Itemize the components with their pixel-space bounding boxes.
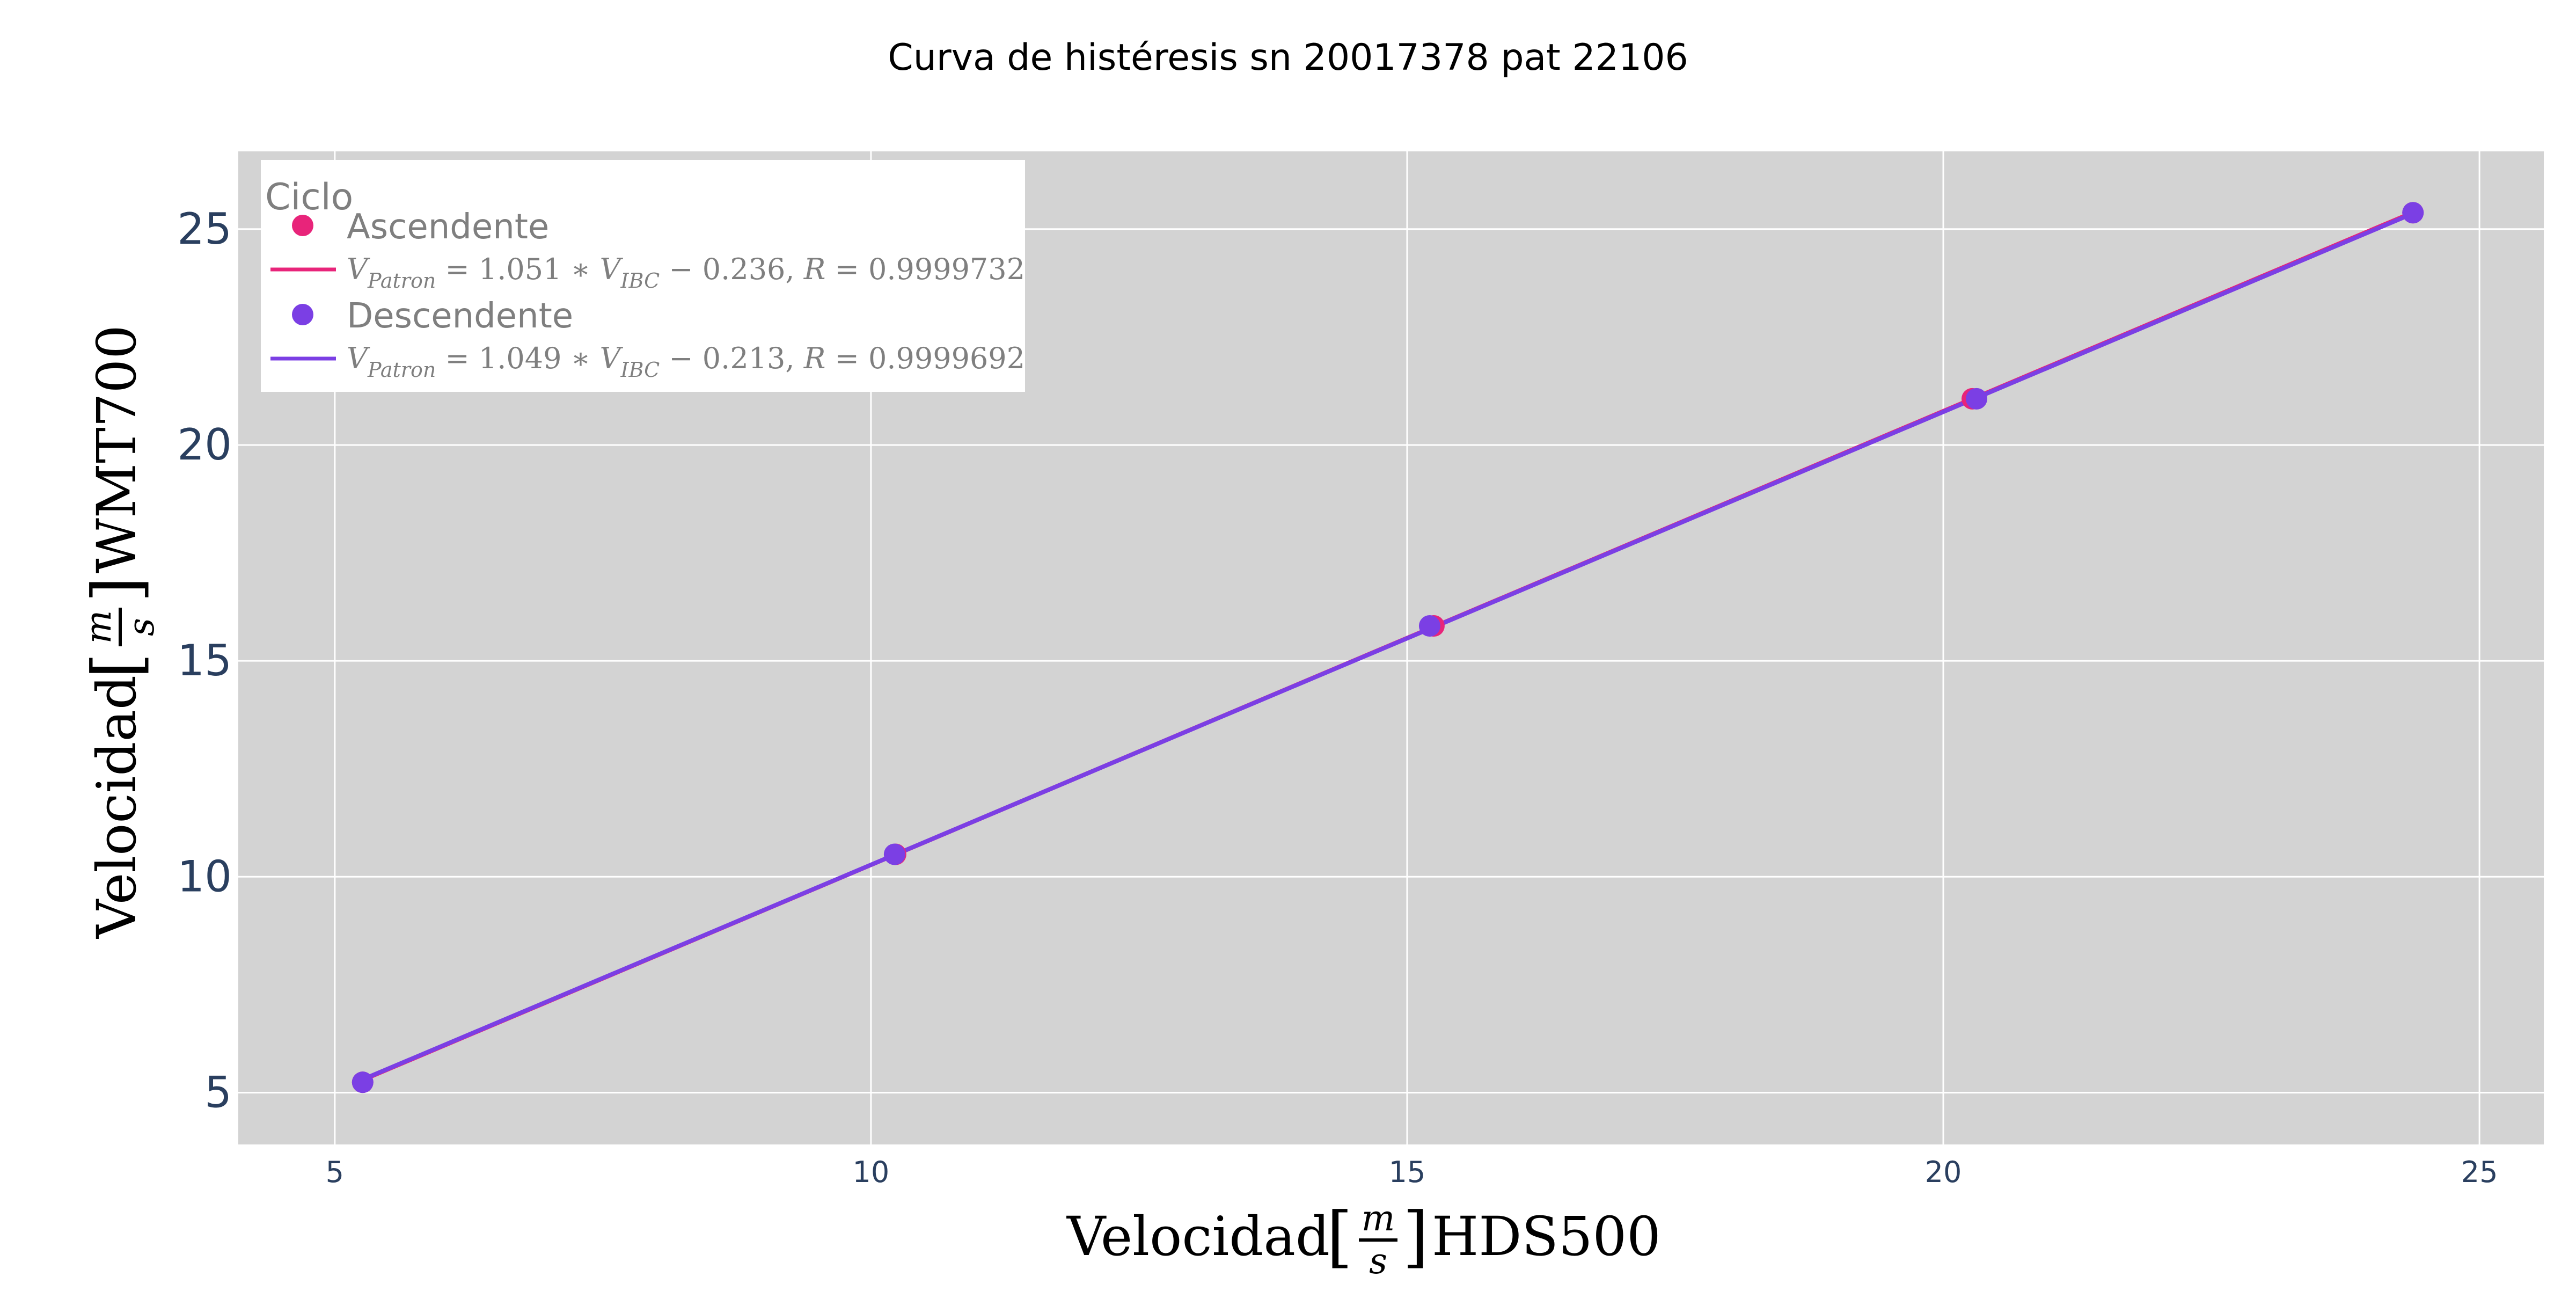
x-tick-label: 15 — [1389, 1155, 1426, 1189]
data-point-descendente[interactable] — [883, 843, 905, 865]
x-axis-title-bracket-open: [ — [1327, 1198, 1352, 1275]
legend-fit-label-ascendente: VPatron = 1.051 ∗ VIBC − 0.236, R = 0.99… — [347, 252, 1025, 293]
legend-label-descendente[interactable]: Descendente — [347, 296, 573, 336]
x-axis-title-bracket-close: ] — [1403, 1198, 1429, 1275]
x-axis-title-suffix: HDS500 — [1432, 1205, 1661, 1268]
y-tick-label: 25 — [177, 204, 232, 254]
y-axis-title-prefix: Velocidad — [85, 675, 148, 939]
x-axis-title: Velocidad[ms] HDS500 — [1066, 1198, 1661, 1282]
x-axis-title-prefix: Velocidad — [1066, 1205, 1330, 1268]
fit-lines — [360, 210, 2416, 1082]
y-axis-title-unit-denominator: s — [121, 618, 162, 636]
y-tick-label: 10 — [177, 851, 232, 901]
axis-layer: 5 10 15 20 25 5 10 15 20 25 — [177, 204, 2498, 1189]
legend-box — [261, 160, 1025, 392]
x-tick-label: 5 — [326, 1155, 344, 1189]
y-axis-title-unit-numerator: m — [78, 610, 119, 644]
y-tick-label: 5 — [204, 1067, 232, 1117]
legend-title: Ciclo — [265, 176, 353, 218]
y-tick-label: 20 — [177, 420, 232, 470]
y-tick-label: 15 — [177, 636, 232, 685]
chart-title: Curva de histéresis sn 20017378 pat 2210… — [888, 37, 1688, 79]
data-point-descendente[interactable] — [2402, 202, 2424, 224]
x-tick-label: 25 — [2461, 1155, 2498, 1189]
fit-line-descendente — [360, 211, 2416, 1082]
y-axis-title: Velocidad[ m s] WMT700 — [78, 325, 162, 939]
y-axis-title-bracket-close: ] — [78, 577, 156, 602]
x-tick-label: 10 — [853, 1155, 890, 1189]
legend-marker-descendente[interactable] — [292, 304, 313, 325]
y-axis-title-suffix: WMT700 — [85, 325, 148, 573]
data-point-descendente[interactable] — [1418, 615, 1440, 637]
x-axis-title-unit-numerator: m — [1362, 1198, 1395, 1239]
legend-fit-label-descendente: VPatron = 1.049 ∗ VIBC − 0.213, R = 0.99… — [347, 341, 1025, 382]
data-point-descendente[interactable] — [1965, 388, 1987, 410]
x-axis-title-unit-denominator: s — [1369, 1241, 1387, 1282]
legend-label-ascendente[interactable]: Ascendente — [347, 207, 549, 247]
data-markers — [352, 202, 2424, 1093]
x-tick-label: 20 — [1925, 1155, 1962, 1189]
grid-layer — [238, 151, 2544, 1144]
y-axis-title-bracket-open: [ — [78, 653, 156, 679]
legend-marker-ascendente[interactable] — [292, 215, 313, 236]
data-point-descendente[interactable] — [352, 1071, 374, 1093]
